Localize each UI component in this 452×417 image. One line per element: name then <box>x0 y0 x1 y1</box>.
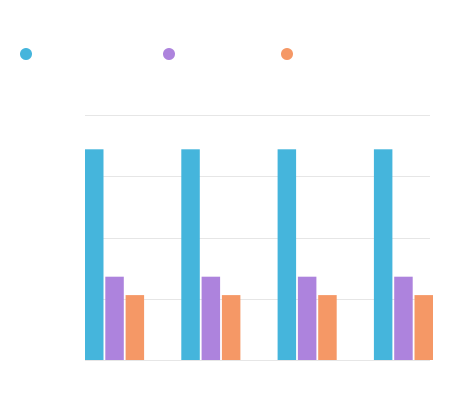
bar-series-1-category-2[interactable] <box>181 149 200 360</box>
bar-series-1-category-3[interactable] <box>277 149 297 360</box>
legend-item-3[interactable] <box>281 47 299 61</box>
bar-series-3-category-4[interactable] <box>414 295 434 360</box>
legend-dot-1 <box>20 48 32 60</box>
bar-series-3-category-3[interactable] <box>318 295 337 360</box>
bar-series-2-category-3[interactable] <box>297 276 317 360</box>
bar-series-3-category-2[interactable] <box>221 295 241 360</box>
bar-series-2-category-4[interactable] <box>394 276 413 360</box>
legend-dot-3 <box>281 48 293 60</box>
bar-series-2-category-2[interactable] <box>201 276 221 360</box>
legend <box>0 0 452 80</box>
bar-series-1-category-4[interactable] <box>373 149 393 360</box>
bars <box>85 149 433 360</box>
bar-series-1-category-1[interactable] <box>85 149 104 360</box>
legend-dot-2 <box>163 48 175 60</box>
legend-item-2[interactable] <box>163 47 181 61</box>
bar-series-2-category-1[interactable] <box>105 276 124 360</box>
legend-item-1[interactable] <box>20 47 38 61</box>
bar-series-3-category-1[interactable] <box>125 295 145 360</box>
